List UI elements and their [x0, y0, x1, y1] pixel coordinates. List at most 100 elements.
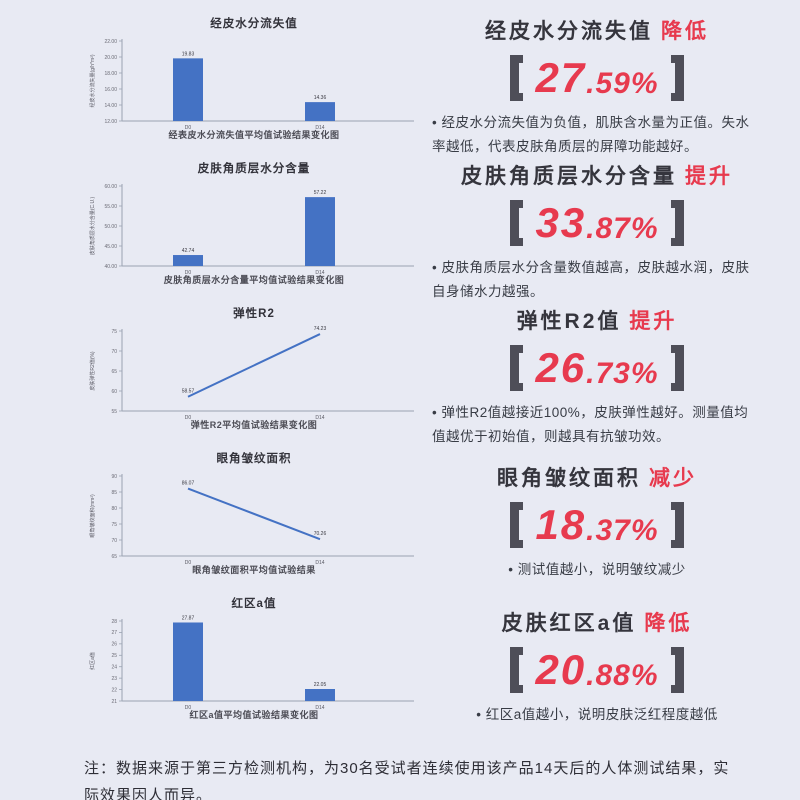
percent-display: 27 .59% — [510, 54, 684, 101]
metric-row: 红区a值 红区a值 21 22 23 24 25 26 27 28 27.87 22.05 D0 D14 红… — [0, 594, 800, 739]
percent-display: 20 .88% — [510, 645, 684, 693]
x-category-label: D14 — [315, 705, 324, 711]
change-direction: 提升 — [629, 309, 678, 333]
report-rows: 经皮水分流失值 经皮水分流失量(g/h*m²) 12.00 14.00 16.00 18.… — [0, 14, 800, 739]
x-category-label: D0 — [185, 560, 192, 566]
y-tick-label: 18.00 — [104, 71, 117, 77]
metric-name: 眼角皱纹面积 — [497, 466, 641, 490]
right-bracket-icon — [670, 344, 684, 391]
right-bracket-icon — [670, 646, 684, 693]
chart-caption: 经表皮水分流失值平均值试验结果变化图 — [168, 129, 339, 140]
panel-title: 眼角皱纹面积 减少 — [497, 462, 697, 492]
x-category-label: D0 — [185, 705, 192, 711]
y-tick-label: 22 — [111, 687, 117, 693]
y-axis-label: 皮肤角质层水分含量(C.U.) — [89, 197, 96, 256]
description-text: 经皮水分流失值为负值，肌肤含水量为正值。失水率越低，代表皮肤角质层的屏障功能越好… — [432, 114, 750, 154]
description-text: 弹性R2值越接近100%，皮肤弹性越好。测量值均值越优于初始值，则越具有抗皱功效… — [432, 404, 749, 444]
result-panel: 经皮水分流失值 降低 27 .59% • 经皮水分流失值为负值，肌肤含水量为正值。… — [426, 14, 800, 159]
value-label: 58.57 — [182, 389, 195, 395]
description: • 弹性R2值越接近100%，皮肤弹性越好。测量值均值越优于初始值，则越具有抗皱… — [432, 401, 762, 448]
line-chart: 弹性R2 皮肤弹性R2值(%) 55 60 65 70 75 58.57 74.23 D0 D14弹… — [89, 306, 414, 430]
percent-display: 33 .87% — [510, 198, 684, 246]
percent-rest: .59% — [586, 66, 659, 100]
percent-main: 20 — [535, 645, 587, 693]
y-tick-label: 26 — [111, 642, 117, 648]
chart-title: 弹性R2 — [233, 306, 275, 320]
chart-title: 红区a值 — [232, 596, 277, 610]
y-axis-label: 皮肤弹性R2值(%) — [89, 351, 96, 391]
y-tick-label: 55.00 — [104, 204, 117, 210]
value-label: 22.05 — [314, 682, 327, 688]
right-bracket-icon — [670, 501, 684, 548]
percent-main: 33 — [535, 198, 587, 246]
chart: 眼角皱纹面积 眼角皱纹面积(mm²) 65 70 75 80 85 90 86.07 70.26 D… — [84, 449, 426, 594]
left-bracket-icon — [510, 344, 524, 391]
left-bracket-icon — [510, 501, 524, 548]
description: • 经皮水分流失值为负值，肌肤含水量为正值。失水率越低，代表皮肤角质层的屏障功能… — [432, 111, 762, 158]
percent-rest: .37% — [586, 513, 659, 547]
y-tick-label: 60 — [111, 389, 117, 395]
panel-title: 弹性R2值 提升 — [517, 305, 678, 335]
result-panel: 眼角皱纹面积 减少 18 .37% • 测试值越小，说明皱纹减少 — [426, 449, 800, 594]
y-tick-label: 55 — [111, 409, 117, 415]
y-tick-label: 20.00 — [104, 55, 117, 61]
percent-display: 18 .37% — [510, 500, 684, 548]
bullet-icon: • — [508, 561, 514, 577]
y-tick-label: 12.00 — [104, 119, 117, 125]
left-bracket-icon — [510, 199, 524, 246]
metric-row: 经皮水分流失值 经皮水分流失量(g/h*m²) 12.00 14.00 16.00 18.… — [0, 14, 800, 159]
y-tick-label: 70 — [111, 349, 117, 355]
trend-line — [187, 333, 321, 398]
chart: 红区a值 红区a值 21 22 23 24 25 26 27 28 27.87 22.05 D0 D14 红… — [84, 594, 426, 739]
percent-main: 26 — [535, 343, 587, 391]
x-category-label: D14 — [315, 560, 324, 566]
y-tick-label: 90 — [111, 474, 117, 480]
value-label: 70.26 — [314, 531, 327, 537]
y-tick-label: 16.00 — [104, 87, 117, 93]
bullet-icon: • — [476, 706, 482, 722]
bar — [173, 255, 203, 266]
metric-name: 弹性R2值 — [516, 309, 622, 333]
y-tick-label: 23 — [111, 676, 117, 682]
y-tick-label: 27 — [111, 630, 117, 636]
change-direction: 降低 — [644, 611, 693, 635]
percent-main: 18 — [535, 500, 587, 548]
y-tick-label: 60.00 — [104, 184, 117, 190]
change-direction: 减少 — [649, 466, 697, 490]
x-category-label: D0 — [185, 415, 192, 421]
percent-rest: .73% — [586, 356, 659, 390]
y-tick-label: 65 — [111, 554, 117, 560]
right-bracket-icon — [670, 54, 684, 101]
bar — [305, 689, 335, 701]
percent-rest: .88% — [586, 658, 659, 692]
description-text: 皮肤角质层水分含量数值越高，皮肤越水润，皮肤自身储水力越强。 — [432, 259, 750, 299]
chart-caption: 皮肤角质层水分含量平均值试验结果变化图 — [163, 274, 345, 285]
left-bracket-icon — [510, 54, 524, 101]
metric-name: 皮肤角质层水分含量 — [461, 164, 677, 188]
y-tick-label: 24 — [111, 665, 117, 671]
y-axis-label: 红区a值 — [89, 652, 96, 670]
bullet-icon: • — [432, 259, 438, 275]
x-category-label: D14 — [315, 415, 324, 421]
panel-title: 皮肤角质层水分含量 提升 — [461, 160, 733, 190]
panel-title: 经皮水分流失值 降低 — [485, 15, 709, 45]
bullet-icon: • — [432, 404, 438, 420]
right-bracket-icon — [670, 199, 684, 246]
panel-title: 皮肤红区a值 降低 — [502, 607, 693, 637]
y-tick-label: 45.00 — [104, 244, 117, 250]
value-label: 27.87 — [182, 615, 195, 621]
value-label: 14.36 — [314, 95, 327, 101]
y-tick-label: 40.00 — [104, 264, 117, 270]
percent-display: 26 .73% — [510, 343, 684, 391]
change-direction: 降低 — [661, 19, 709, 43]
metric-name: 皮肤红区a值 — [501, 611, 637, 635]
result-panel: 皮肤红区a值 降低 20 .88% • 红区a值越小，说明皮肤泛红程度越低 — [426, 594, 800, 739]
bar — [305, 197, 335, 266]
value-label: 19.83 — [182, 51, 195, 57]
x-category-label: D0 — [185, 270, 192, 276]
bullet-icon: • — [432, 114, 438, 130]
